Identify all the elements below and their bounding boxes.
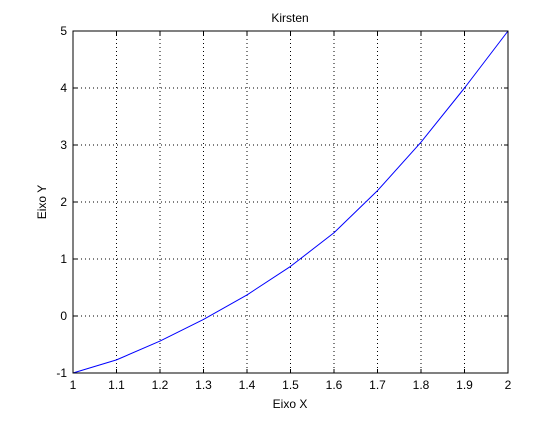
y-tick-label: 5	[60, 24, 67, 38]
x-tick-label: 1.6	[326, 378, 343, 392]
x-tick-label: 1.3	[195, 378, 212, 392]
x-tick-label: 2	[505, 378, 512, 392]
x-axis-label: Eixo X	[273, 397, 308, 411]
y-tick-label: 3	[60, 138, 67, 152]
x-tick-label: 1.1	[108, 378, 125, 392]
x-tick-label: 1.4	[239, 378, 256, 392]
y-tick-labels: -1 0 1 2 3 4 5	[56, 24, 67, 380]
y-tick-label: -1	[56, 366, 67, 380]
y-tick-label: 4	[60, 81, 67, 95]
x-tick-label: 1.9	[456, 378, 473, 392]
x-tick-labels: 1 1.1 1.2 1.3 1.4 1.5 1.6 1.7 1.8 1.9 2	[70, 378, 512, 392]
y-tick-label: 1	[60, 252, 67, 266]
x-tick-label: 1.7	[369, 378, 386, 392]
x-tick-label: 1.5	[282, 378, 299, 392]
x-tick-label: 1	[70, 378, 77, 392]
chart-title: Kirsten	[271, 11, 308, 25]
y-tick-label: 2	[60, 195, 67, 209]
plot-area	[73, 31, 508, 373]
series-line	[72, 30, 509, 374]
series-layer	[72, 30, 509, 374]
y-axis-label: Eixo Y	[35, 185, 49, 219]
x-tick-label: 1.2	[152, 378, 169, 392]
x-tick-label: 1.8	[413, 378, 430, 392]
y-tick-label: 0	[60, 309, 67, 323]
tick-marks	[72, 30, 509, 374]
